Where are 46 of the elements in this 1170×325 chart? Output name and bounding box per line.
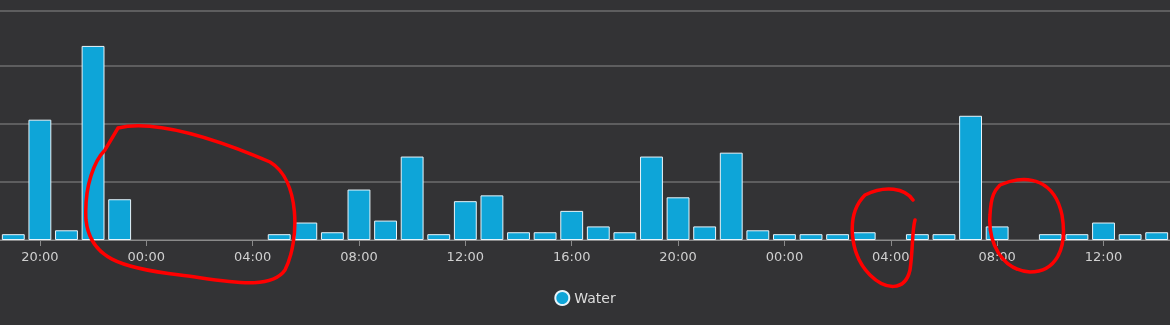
bar — [826, 234, 850, 240]
bar — [507, 232, 530, 240]
x-tick-label: 12:00 — [1084, 249, 1123, 264]
bar — [294, 222, 318, 240]
bar — [932, 234, 956, 240]
bar — [560, 210, 584, 240]
bar — [852, 232, 876, 240]
bar — [55, 230, 78, 240]
bar — [453, 201, 477, 240]
bar — [427, 234, 451, 240]
bar — [1, 234, 25, 240]
bar — [799, 234, 823, 240]
bar — [320, 232, 344, 240]
x-tick-label: 20:00 — [21, 249, 59, 264]
bar — [533, 232, 557, 240]
bar — [1092, 222, 1115, 240]
bar — [746, 230, 770, 240]
bar — [28, 119, 52, 240]
x-tick-label: 20:00 — [659, 249, 697, 264]
x-tick-label: 00:00 — [127, 249, 165, 264]
bar — [480, 195, 504, 240]
bar — [773, 234, 796, 240]
x-tick-label: 04:00 — [872, 249, 910, 264]
x-tick-label: 00:00 — [765, 249, 804, 264]
bar — [1065, 234, 1089, 240]
bar — [693, 226, 717, 240]
x-tick-label: 04:00 — [233, 249, 272, 264]
bar — [81, 45, 105, 240]
bar — [586, 226, 610, 240]
x-tick-label: 08:00 — [340, 249, 378, 264]
bar — [640, 156, 663, 240]
bar — [719, 152, 743, 240]
bar — [1118, 234, 1142, 240]
bar — [1038, 234, 1062, 240]
bar — [267, 234, 291, 240]
bar — [374, 220, 397, 240]
x-tick-label: 16:00 — [552, 249, 591, 264]
x-tick-label: 12:00 — [446, 249, 485, 264]
bar — [347, 189, 371, 240]
bar — [1145, 232, 1169, 240]
bar — [666, 197, 690, 240]
bar — [613, 232, 637, 240]
bar — [959, 115, 982, 240]
bar — [400, 156, 424, 240]
bar — [108, 199, 132, 240]
legend-label: Water — [574, 290, 616, 306]
